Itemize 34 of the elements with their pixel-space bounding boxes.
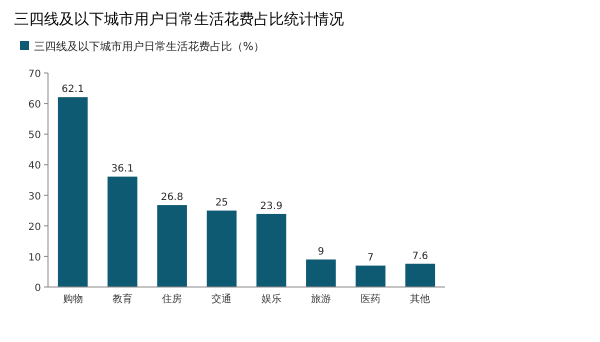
bar bbox=[157, 205, 187, 287]
x-tick-label: 医药 bbox=[360, 293, 381, 305]
bar bbox=[256, 214, 286, 287]
x-tick-label: 旅游 bbox=[310, 293, 331, 305]
bar bbox=[206, 210, 237, 287]
data-label: 7.6 bbox=[412, 250, 428, 262]
data-label: 36.1 bbox=[111, 164, 134, 175]
x-tick-label: 购物 bbox=[62, 294, 83, 305]
y-tick-label: 70 bbox=[28, 69, 41, 80]
x-tick-label: 娱乐 bbox=[261, 293, 282, 305]
data-label: 7 bbox=[367, 252, 374, 264]
data-label: 62.1 bbox=[62, 84, 84, 96]
y-tick-label: 60 bbox=[28, 100, 41, 111]
bar bbox=[58, 97, 88, 287]
y-tick-label: 30 bbox=[28, 191, 41, 202]
data-label: 23.9 bbox=[260, 200, 282, 212]
x-tick-label: 交通 bbox=[212, 293, 232, 305]
data-label: 26.8 bbox=[160, 192, 184, 204]
y-tick-label: 50 bbox=[28, 130, 41, 142]
x-tick-label: 其他 bbox=[410, 293, 430, 305]
bar bbox=[306, 259, 336, 287]
y-tick-label: 20 bbox=[28, 222, 41, 233]
y-tick-label: 40 bbox=[28, 160, 41, 172]
chart-title: 三四线及以下城市用户日常生活花费占比统计情况 bbox=[14, 10, 344, 28]
data-label: 25 bbox=[215, 198, 228, 209]
data-label: 9 bbox=[318, 246, 324, 258]
bar bbox=[108, 176, 138, 287]
bar bbox=[356, 266, 386, 287]
x-tick-label: 教育 bbox=[112, 293, 132, 305]
legend-label: 三四线及以下城市用户日常生活花费占比（%） bbox=[34, 40, 264, 53]
bar bbox=[405, 264, 436, 287]
x-tick-label: 住房 bbox=[162, 293, 182, 305]
y-tick-label: 0 bbox=[34, 283, 41, 294]
y-tick-label: 10 bbox=[28, 252, 41, 264]
